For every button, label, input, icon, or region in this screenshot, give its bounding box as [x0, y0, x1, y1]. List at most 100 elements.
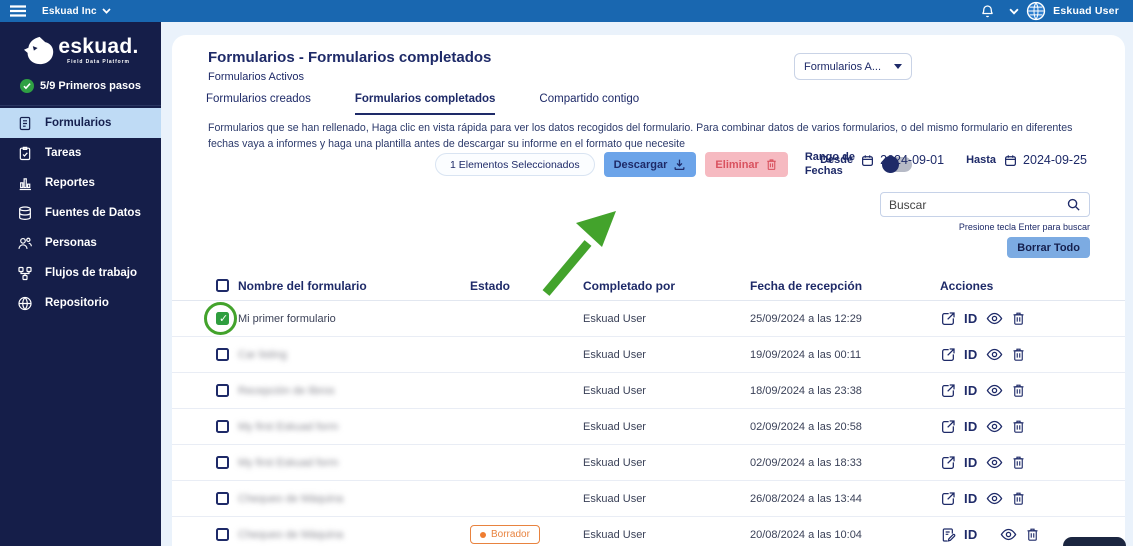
eskuad-logo: eskuad. Field Data Platform	[0, 22, 161, 65]
sidebar-item-label: Reportes	[45, 177, 95, 189]
onboarding-progress[interactable]: 5/9 Primeros pasos	[0, 79, 161, 93]
sidebar-item-label: Flujos de trabajo	[45, 267, 138, 279]
date-range-toggle[interactable]	[881, 156, 912, 174]
search-input[interactable]	[889, 197, 1066, 212]
company-name: Eskuad Inc	[42, 5, 97, 17]
tab-compartido-contigo[interactable]: Compartido contigo	[539, 93, 640, 105]
delete-button[interactable]: Eliminar	[705, 152, 788, 178]
eye-icon[interactable]	[1000, 526, 1017, 543]
trash-icon[interactable]	[1011, 383, 1026, 398]
eye-icon[interactable]	[986, 490, 1003, 507]
id-icon[interactable]: ID	[964, 419, 978, 434]
tab-formularios-creados[interactable]: Formularios creados	[206, 93, 311, 105]
row-checkbox[interactable]	[216, 420, 229, 433]
eye-icon[interactable]	[986, 382, 1003, 399]
from-label: Desde	[820, 154, 854, 166]
user-menu[interactable]: Eskuad User	[1009, 1, 1119, 21]
status-dot-icon	[480, 531, 486, 538]
hamburger-menu-icon[interactable]	[10, 5, 26, 17]
tab-formularios-completados[interactable]: Formularios completados	[354, 93, 496, 115]
chat-widget[interactable]	[1063, 537, 1126, 546]
edit-document-icon[interactable]	[940, 527, 956, 543]
export-icon[interactable]	[940, 347, 956, 363]
sidebar-item-personas[interactable]: Personas	[0, 228, 161, 258]
eye-icon[interactable]	[986, 454, 1003, 471]
received-date: 02/09/2024 a las 18:33	[750, 456, 862, 469]
company-selector[interactable]: Eskuad Inc	[42, 6, 111, 17]
export-icon[interactable]	[940, 383, 956, 399]
trash-icon[interactable]	[1011, 347, 1026, 362]
table-row: Chequeo de Máquina Borrador Eskuad User …	[172, 517, 1125, 546]
delete-button-label: Eliminar	[715, 158, 759, 171]
received-date: 20/08/2024 a las 10:04	[750, 528, 862, 541]
sidebar-item-label: Tareas	[45, 147, 82, 159]
table-body: Mi primer formulario Eskuad User 25/09/2…	[172, 301, 1125, 546]
sidebar-item-tareas[interactable]: Tareas	[0, 138, 161, 168]
row-checkbox[interactable]	[216, 528, 229, 541]
table-header-row: Nombre del formulario Estado Completado …	[172, 271, 1125, 301]
form-name: Chequeo de Máquina	[238, 492, 344, 505]
completed-by: Eskuad User	[583, 348, 646, 361]
eye-icon[interactable]	[986, 418, 1003, 435]
row-checkbox[interactable]	[216, 312, 229, 325]
notifications-bell-icon[interactable]	[980, 3, 995, 19]
annotation-circle	[204, 302, 237, 335]
sidebar-item-flujos-de-trabajo[interactable]: Flujos de trabajo	[0, 258, 161, 288]
id-icon[interactable]: ID	[964, 527, 978, 542]
date-range-fields: Desde 2024-09-01 Hasta 2024-09-25	[820, 153, 1087, 167]
trash-icon[interactable]	[1011, 455, 1026, 470]
sidebar-item-repositorio[interactable]: Repositorio	[0, 288, 161, 318]
export-icon[interactable]	[940, 311, 956, 327]
trash-icon[interactable]	[1011, 311, 1026, 326]
eye-icon[interactable]	[986, 346, 1003, 363]
repository-icon	[16, 295, 33, 312]
completed-by: Eskuad User	[583, 456, 646, 469]
export-icon[interactable]	[940, 491, 956, 507]
row-checkbox[interactable]	[216, 492, 229, 505]
received-date: 26/08/2024 a las 13:44	[750, 492, 862, 505]
sidebar-item-label: Formularios	[45, 117, 112, 129]
clear-all-button[interactable]: Borrar Todo	[1007, 237, 1090, 258]
trash-icon[interactable]	[1011, 491, 1026, 506]
table-row: Recepción de libros Eskuad User 18/09/20…	[172, 373, 1125, 409]
id-icon[interactable]: ID	[964, 491, 978, 506]
reports-icon	[16, 175, 33, 192]
row-checkbox[interactable]	[216, 456, 229, 469]
export-icon[interactable]	[940, 419, 956, 435]
download-button[interactable]: Descargar	[603, 152, 697, 178]
col-header-acciones: Acciones	[940, 278, 994, 293]
sidebar-item-reportes[interactable]: Reportes	[0, 168, 161, 198]
row-checkbox[interactable]	[216, 384, 229, 397]
search-box	[880, 192, 1090, 217]
search-hint: Presione tecla Enter para buscar	[958, 222, 1090, 232]
selected-count-pill: 1 Elementos Seleccionados	[435, 153, 595, 177]
page-title: Formularios - Formularios completados	[208, 49, 492, 66]
from-date-field[interactable]: 2024-09-01	[880, 153, 945, 167]
row-actions: ID	[940, 490, 1125, 507]
id-icon[interactable]: ID	[964, 455, 978, 470]
divider	[0, 105, 161, 106]
sidebar-item-label: Fuentes de Datos	[45, 207, 141, 219]
id-icon[interactable]: ID	[964, 311, 978, 326]
tab-bar: Formularios creados Formularios completa…	[206, 93, 639, 115]
id-icon[interactable]: ID	[964, 383, 978, 398]
forms-filter-dropdown[interactable]: Formularios A...	[794, 53, 912, 80]
trash-icon[interactable]	[1025, 527, 1040, 542]
row-checkbox[interactable]	[216, 348, 229, 361]
eye-icon[interactable]	[986, 310, 1003, 327]
select-all-checkbox[interactable]	[216, 279, 229, 292]
id-icon[interactable]: ID	[964, 347, 978, 362]
sidebar-item-fuentes-de-datos[interactable]: Fuentes de Datos	[0, 198, 161, 228]
sidebar-item-formularios[interactable]: Formularios	[0, 108, 161, 138]
trash-icon[interactable]	[1011, 419, 1026, 434]
date-range-label: Rango de Fechas	[804, 151, 855, 177]
received-date: 25/09/2024 a las 12:29	[750, 312, 862, 325]
download-button-label: Descargar	[613, 158, 668, 171]
page-subtitle: Formularios Activos	[208, 71, 304, 83]
to-date-field[interactable]: 2024-09-25	[1023, 153, 1087, 167]
form-status-cell: Borrador	[470, 525, 583, 545]
received-date: 18/09/2024 a las 23:38	[750, 384, 862, 397]
export-icon[interactable]	[940, 455, 956, 471]
eskuad-dog-logo-icon	[24, 36, 54, 65]
sidebar-nav: Formularios Tareas Reportes Fuentes de D…	[0, 108, 161, 318]
